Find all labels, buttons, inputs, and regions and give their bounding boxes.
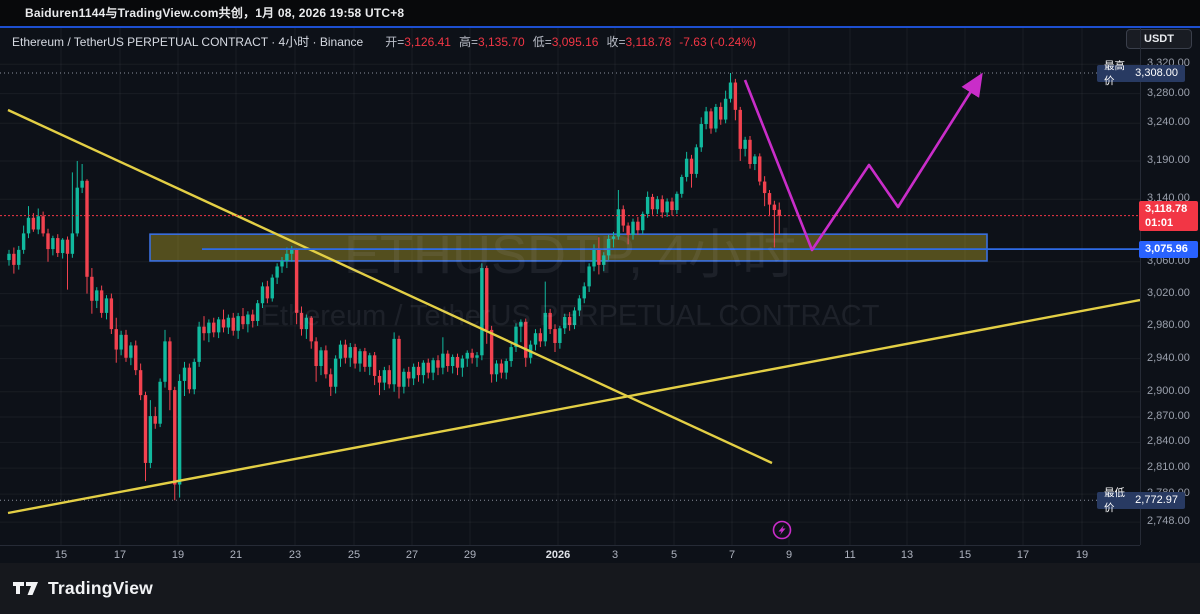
time-axis-tick: 21: [229, 549, 243, 561]
price-chart-canvas[interactable]: [0, 28, 1140, 545]
time-axis-tick: 23: [288, 549, 302, 561]
symbol-title[interactable]: Ethereum / TetherUS PERPETUAL CONTRACT ·…: [12, 35, 364, 49]
grid-lines: [0, 28, 1140, 545]
price-axis-tick: 3,240.00: [1147, 116, 1190, 129]
price-axis-tick: 2,980.00: [1147, 318, 1190, 331]
widget-top-accent: [0, 26, 1200, 28]
price-axis-tick: 2,810.00: [1147, 461, 1190, 474]
price-axis-tick: 2,840.00: [1147, 435, 1190, 448]
price-axis-tick: 3,060.00: [1147, 254, 1190, 267]
low-value: 3,095.16: [551, 35, 599, 49]
time-axis-tick: 9: [785, 549, 793, 561]
highest-price-badge: 最高价 3,308.00: [1097, 60, 1185, 87]
time-axis-tick: 15: [54, 549, 68, 561]
open-value: 3,126.41: [404, 35, 451, 49]
time-axis-tick: 17: [113, 549, 127, 561]
highest-price-tag: 最高价: [1104, 60, 1125, 87]
bolt-marker-icon[interactable]: [772, 520, 792, 540]
lowest-price-tag: 最低价: [1104, 487, 1125, 515]
time-axis-tick: 11: [844, 549, 856, 561]
price-axis-tick: 2,940.00: [1147, 351, 1190, 364]
time-axis-tick: 3: [611, 549, 619, 561]
currency-toggle-button[interactable]: USDT: [1126, 29, 1192, 49]
price-axis-tick: 3,020.00: [1147, 286, 1190, 299]
lowest-price-value: 2,772.97: [1135, 494, 1178, 507]
tradingview-logo-icon: [13, 582, 38, 595]
high-label: 高=: [458, 35, 478, 49]
horizontal-line-price-value: 3,075.96: [1145, 243, 1188, 256]
last-price-value: 3,118.78: [1145, 202, 1188, 215]
projection-arrow[interactable]: [743, 72, 983, 252]
time-axis-tick: 27: [405, 549, 419, 561]
time-axis-tick: 19: [171, 549, 185, 561]
symbol-legend[interactable]: Ethereum / TetherUS PERPETUAL CONTRACT ·…: [12, 33, 756, 50]
low-label: 低=: [532, 35, 552, 49]
time-axis-tick: 2026: [545, 549, 571, 561]
price-axis-tick: 3,280.00: [1147, 86, 1190, 99]
time-axis-tick: 29: [463, 549, 477, 561]
close-value: 3,118.78: [625, 35, 672, 49]
time-axis-tick: 25: [347, 549, 361, 561]
time-axis[interactable]: 15 17 19 21 23 25 27 29 2026 3 5 7 9 11 13 15 17 19: [0, 545, 1140, 563]
candlesticks: [7, 73, 781, 501]
lowest-price-badge: 最低价 2,772.97: [1097, 487, 1185, 514]
tradingview-logo-text: TradingView: [48, 578, 153, 598]
time-axis-tick: 7: [728, 549, 736, 561]
time-axis-tick: 17: [1016, 549, 1030, 561]
close-label: 收=: [606, 35, 626, 49]
horizontal-line-price-badge: 3,075.96: [1139, 240, 1198, 258]
bar-countdown: 01:01: [1145, 216, 1174, 229]
tradingview-logo[interactable]: TradingView: [13, 578, 153, 599]
change-value: -7.63 (-0.24%): [679, 35, 756, 49]
time-axis-tick: 15: [958, 549, 972, 561]
time-axis-tick: 5: [670, 549, 678, 561]
chart-pane[interactable]: ETHUSDTP, 4小时 Ethereum / TetherUS PERPET…: [0, 28, 1140, 545]
supply-zone-rectangle[interactable]: [149, 233, 988, 262]
descending-trendline[interactable]: [7, 108, 773, 465]
price-axis-tick: 3,190.00: [1147, 153, 1190, 166]
price-axis[interactable]: 3,320.00 3,280.00 3,240.00 3,190.00 3,140.00…: [1140, 28, 1200, 545]
price-axis-tick: 2,870.00: [1147, 409, 1190, 422]
time-axis-tick: 13: [900, 549, 914, 561]
open-label: 开=: [385, 35, 405, 49]
ascending-trendline[interactable]: [7, 298, 1140, 515]
price-axis-tick: 2,748.00: [1147, 515, 1190, 528]
attribution-text: Baiduren1144与TradingView.com共创，1月 08, 20…: [25, 6, 405, 20]
highest-price-value: 3,308.00: [1135, 67, 1178, 79]
footer-bar: TradingView: [0, 563, 1200, 614]
last-price-badge: 3,118.78 01:01: [1139, 200, 1198, 231]
price-axis-tick: 2,900.00: [1147, 384, 1190, 397]
high-value: 3,135.70: [477, 35, 525, 49]
time-axis-tick: 19: [1075, 549, 1089, 561]
chart-widget: ETHUSDTP, 4小时 Ethereum / TetherUS PERPET…: [0, 26, 1200, 563]
attribution-bar: Baiduren1144与TradingView.com共创，1月 08, 20…: [0, 0, 1200, 26]
